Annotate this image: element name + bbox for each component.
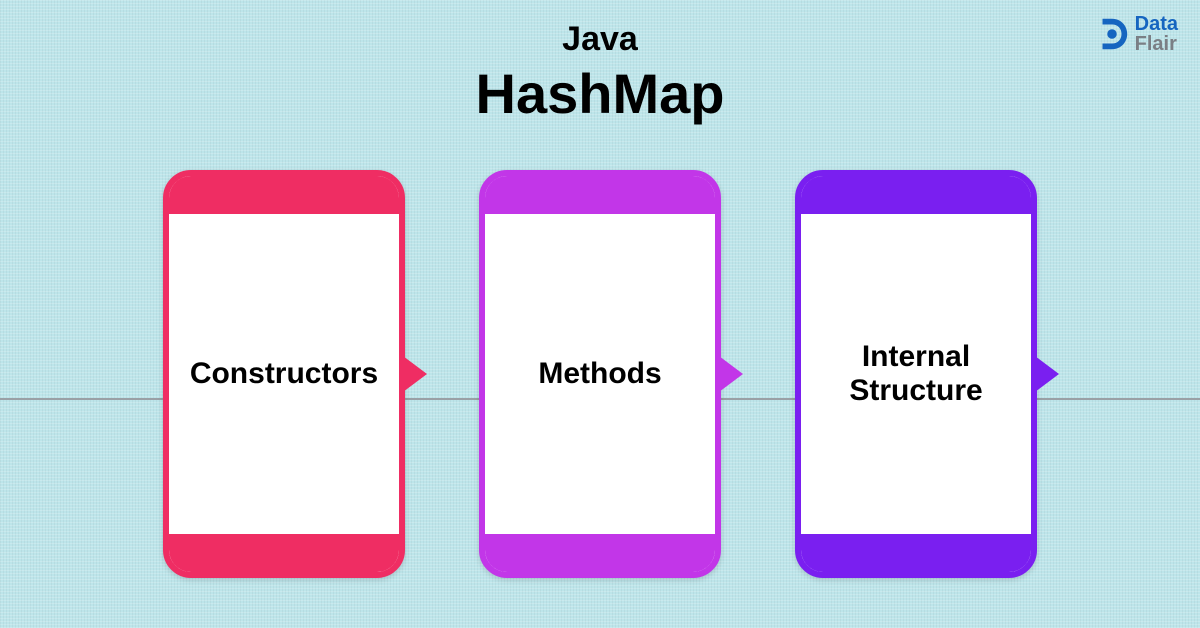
card-cap-top	[801, 176, 1031, 214]
card-label: Methods	[538, 357, 661, 392]
card-body: Constructors	[169, 214, 399, 534]
header: Java HashMap	[0, 20, 1200, 126]
arrow-right-icon	[1035, 356, 1059, 392]
card-body: InternalStructure	[801, 214, 1031, 534]
card-label: InternalStructure	[849, 340, 982, 409]
card-frame: Methods	[479, 170, 721, 578]
card-cap-bottom	[169, 534, 399, 572]
card-cap-bottom	[485, 534, 715, 572]
arrow-right-icon	[719, 356, 743, 392]
card-methods: Methods	[479, 170, 721, 578]
card-label: Constructors	[190, 357, 378, 392]
card-cap-top	[169, 176, 399, 214]
card-cap-top	[485, 176, 715, 214]
card-constructors: Constructors	[163, 170, 405, 578]
card-frame: InternalStructure	[795, 170, 1037, 578]
card-cap-bottom	[801, 534, 1031, 572]
page-subtitle: Java	[0, 20, 1200, 59]
card-frame: Constructors	[163, 170, 405, 578]
card-row: Constructors Methods InternalStructure	[0, 170, 1200, 578]
page-title: HashMap	[0, 61, 1200, 126]
arrow-right-icon	[403, 356, 427, 392]
card-body: Methods	[485, 214, 715, 534]
card-internal-structure: InternalStructure	[795, 170, 1037, 578]
